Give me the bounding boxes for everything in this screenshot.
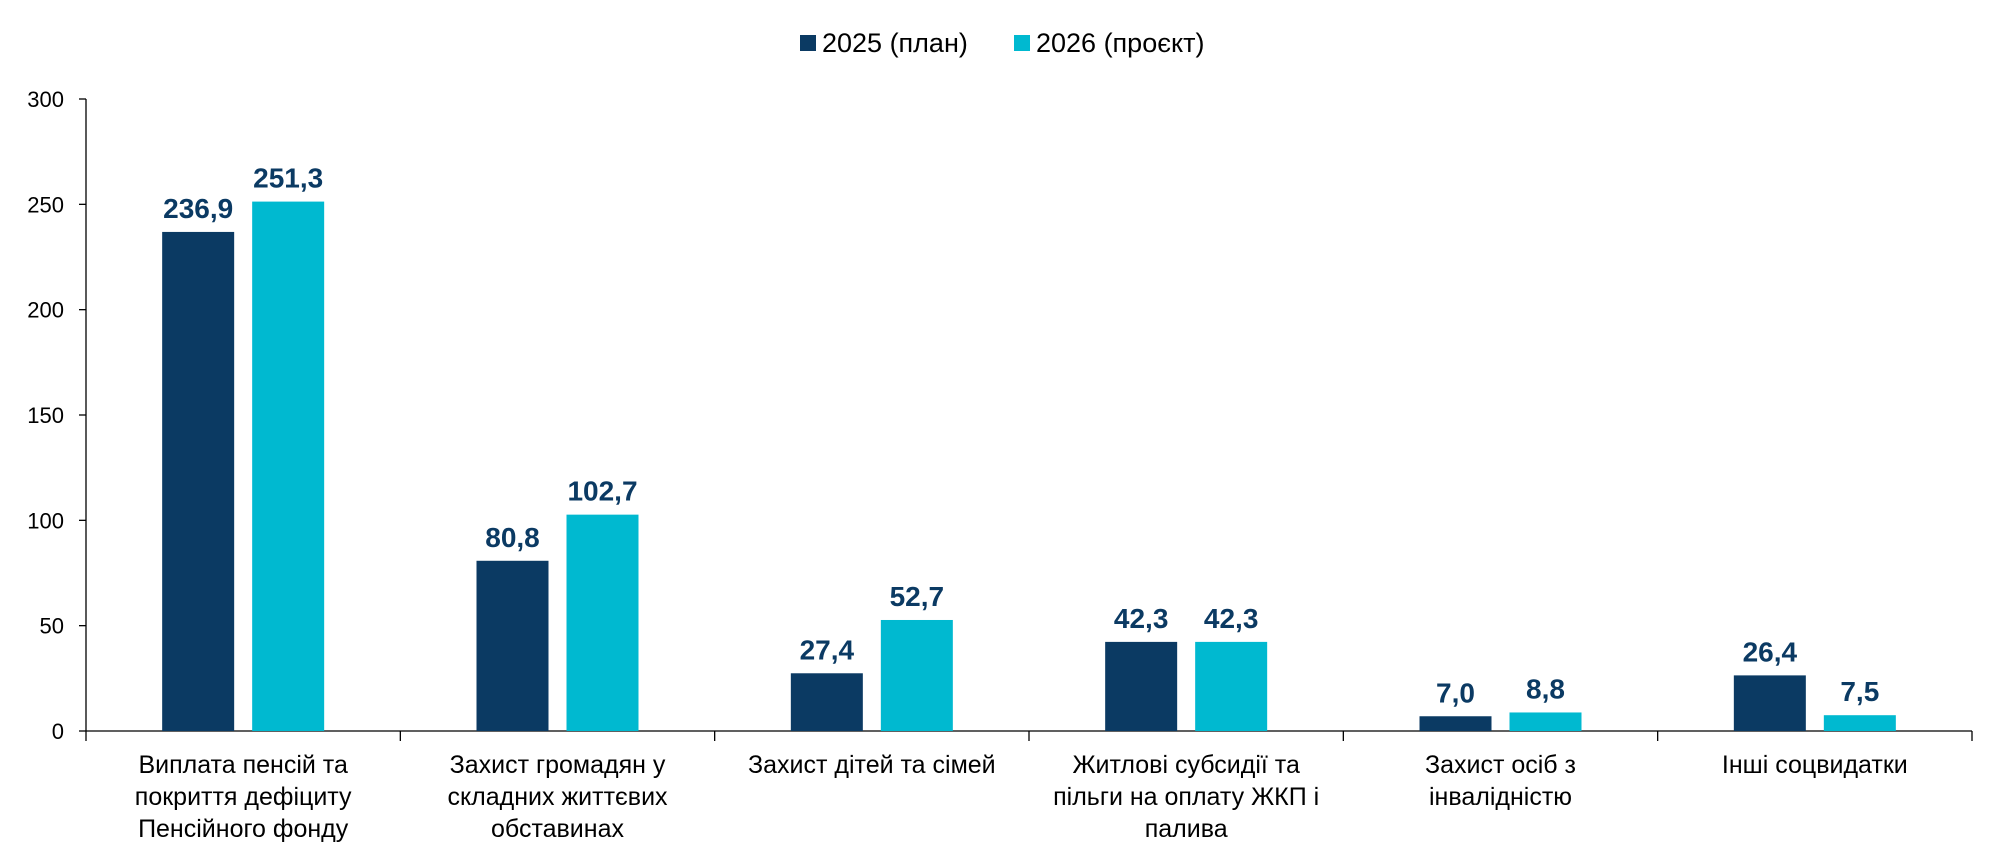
legend-swatch — [1014, 35, 1030, 51]
legend-swatch — [800, 35, 816, 51]
bar-2026 — [566, 514, 639, 731]
x-category-label: Захист громадян у складних життєвих обстав… — [447, 751, 668, 843]
data-label: 42,3 — [1204, 603, 1259, 634]
legend-label: 2026 (проєкт) — [1036, 28, 1204, 58]
x-category-label-line: Захист дітей та сімей — [748, 751, 996, 779]
x-category-label: Захист осіб з інвалідністю — [1425, 751, 1576, 811]
legend: 2025 (план) 2026 (проєкт) — [800, 28, 1204, 58]
x-category-label-line: палива — [1145, 815, 1228, 843]
x-category-label: Виплата пенсій та покриття дефіциту Пенсій… — [135, 751, 352, 843]
data-label: 27,4 — [800, 634, 855, 665]
y-tick-label: 300 — [27, 87, 64, 112]
data-label: 80,8 — [485, 522, 540, 553]
x-category-label-line: Захист громадян у — [450, 751, 666, 779]
y-tick-label: 100 — [27, 508, 64, 533]
x-category-label-line: Виплата пенсій та — [138, 751, 348, 779]
bar-2025 — [1419, 716, 1492, 731]
data-label: 8,8 — [1526, 673, 1565, 704]
bar-2025 — [476, 560, 549, 731]
x-category-label-line: інвалідністю — [1429, 783, 1572, 811]
x-category-label-line: Житлові субсидії та — [1072, 751, 1299, 779]
bar-2025 — [1105, 641, 1178, 731]
data-label: 251,3 — [253, 163, 323, 194]
x-category-label-line: Захист осіб з — [1425, 751, 1576, 779]
bar-2026 — [252, 201, 325, 731]
bar-2025 — [790, 673, 863, 731]
x-category-label-line: обставинах — [491, 815, 624, 843]
legend-item-1: 2025 (план) — [800, 28, 968, 58]
data-label: 52,7 — [890, 581, 945, 612]
data-label: 236,9 — [163, 193, 233, 224]
bar-2026 — [1509, 712, 1582, 731]
y-tick-label: 150 — [27, 403, 64, 428]
legend-item-2: 2026 (проєкт) — [1014, 28, 1204, 58]
data-label: 7,5 — [1840, 676, 1879, 707]
legend-label: 2025 (план) — [822, 28, 968, 58]
x-category-label: Житлові субсидії та пільги на оплату ЖКП … — [1053, 751, 1319, 843]
data-label: 26,4 — [1743, 636, 1798, 667]
bar-2026 — [880, 619, 953, 731]
x-category-label-line: Інші соцвидатки — [1722, 751, 1908, 779]
x-category-label-line: пільги на оплату ЖКП і — [1053, 783, 1319, 811]
data-label: 102,7 — [567, 476, 637, 507]
bar-2025 — [1733, 675, 1806, 731]
bar-2026 — [1823, 715, 1896, 731]
y-tick-label: 200 — [27, 298, 64, 323]
bar-2026 — [1195, 641, 1268, 731]
x-category-label-line: Пенсійного фонду — [138, 815, 349, 843]
x-category-label-line: покриття дефіциту — [135, 783, 352, 811]
x-category-label-line: складних життєвих — [447, 783, 668, 811]
y-tick-label: 250 — [27, 192, 64, 217]
y-tick-label: 0 — [52, 719, 64, 744]
bar-2025 — [162, 231, 235, 731]
data-label: 42,3 — [1114, 603, 1169, 634]
x-category-label: Захист дітей та сімей — [748, 751, 996, 779]
y-tick-label: 50 — [40, 614, 64, 639]
x-category-label: Інші соцвидатки — [1722, 751, 1908, 779]
data-label: 7,0 — [1436, 677, 1475, 708]
